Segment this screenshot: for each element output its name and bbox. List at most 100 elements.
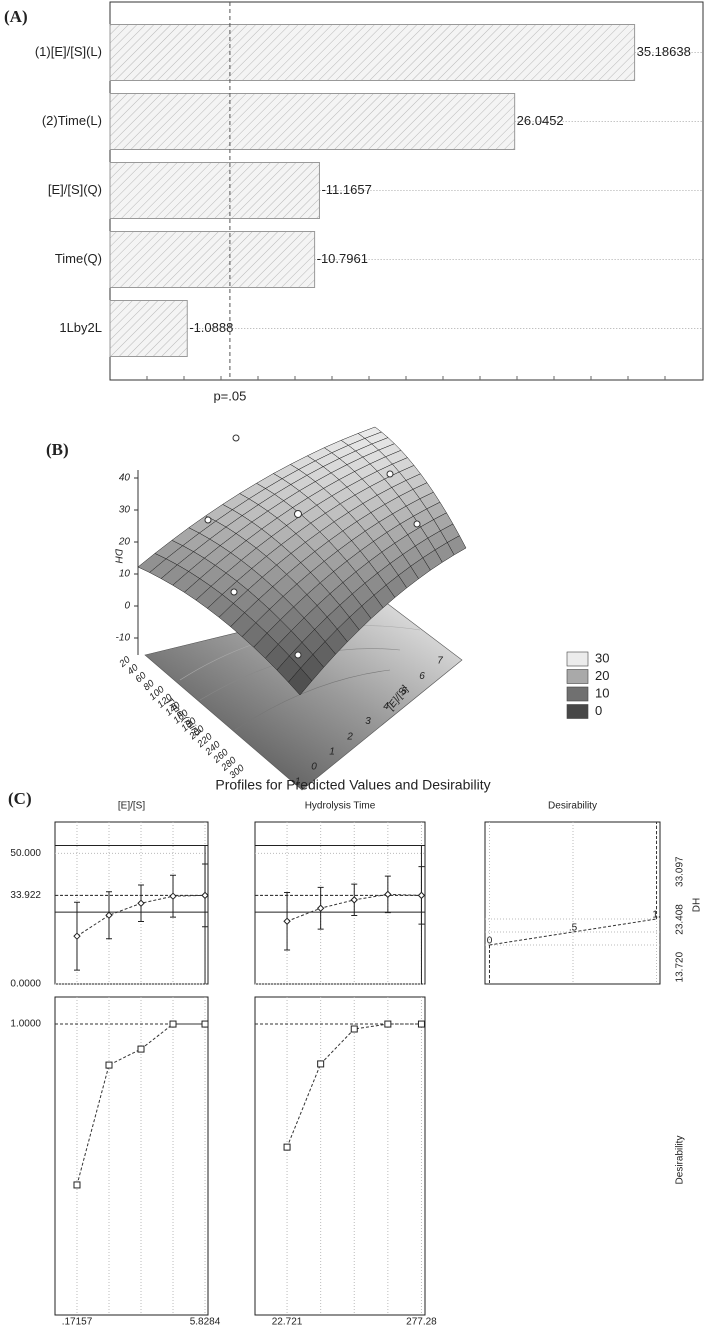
- y-tick-label: 0.0000: [10, 979, 41, 990]
- x-tick-label: 6: [419, 671, 425, 682]
- reference-label: p=.05: [213, 388, 246, 403]
- desirability-function: [489, 918, 657, 946]
- z-tick-label: 20: [118, 537, 131, 548]
- bar: [109, 162, 320, 219]
- x-tick-label: 4: [383, 701, 389, 712]
- x-tick-label: 3: [365, 716, 371, 727]
- desirability-line: [76, 1023, 206, 1186]
- x-tick-label: 5: [401, 686, 407, 697]
- desirability-point: [283, 1143, 291, 1151]
- dh-tick-label: 33.097: [675, 856, 686, 887]
- plot-frame: [54, 821, 209, 985]
- legend-label: 30: [595, 650, 609, 665]
- pareto-chart: (1)[E]/[S](L) 35.18638 (2)Time(L) 26.0452 [E…: [35, 1, 704, 403]
- point: [105, 911, 113, 919]
- point: [316, 904, 325, 912]
- legend-swatch: [566, 669, 589, 684]
- bar: [109, 231, 316, 288]
- z-tick-label: -10: [116, 633, 131, 644]
- x-tick-label: 277.28: [406, 1317, 437, 1328]
- x-tick-label: -1: [292, 777, 301, 788]
- legend-label: 20: [595, 668, 609, 683]
- column-heading: Hydrolysis Time: [305, 801, 376, 812]
- point: [201, 891, 209, 900]
- bar: [109, 24, 636, 81]
- z-tick-label: 30: [119, 505, 131, 516]
- panel-label: (C): [8, 789, 32, 808]
- point: [73, 932, 81, 940]
- z-tick-label: 10: [119, 569, 131, 580]
- x-tick-label: 22.721: [272, 1317, 303, 1328]
- value-label: -1.0888: [189, 320, 233, 335]
- desirability-point: [105, 1061, 113, 1069]
- x-tick-label: 2: [346, 731, 353, 742]
- z-tick-label: 40: [119, 473, 131, 484]
- desirability-point: [169, 1020, 177, 1028]
- panel-label: (A): [4, 7, 28, 26]
- x-tick-label: 5.8284: [190, 1317, 221, 1328]
- category-label: Time(Q): [55, 251, 102, 266]
- column-heading: Desirability: [548, 801, 597, 812]
- contour: [234, 669, 391, 731]
- observation-dot: [386, 470, 394, 478]
- value-label: -10.7961: [317, 251, 368, 266]
- x-tick-label: 1: [329, 746, 335, 757]
- legend-swatch: [566, 686, 589, 702]
- observation-dot: [232, 434, 240, 442]
- plot-frame: [54, 996, 209, 1316]
- point: [283, 917, 291, 925]
- chart-title: Profiles for Predicted Values and Desira…: [215, 777, 490, 793]
- y-tick-label: 50.000: [10, 848, 41, 859]
- value-label: 26.0452: [517, 113, 564, 128]
- legend-label: 0: [595, 703, 602, 718]
- data-label: .5: [569, 923, 578, 934]
- z-axis-label: DH: [112, 549, 123, 564]
- observation-dot: [230, 588, 238, 596]
- surface: [137, 426, 467, 696]
- data-label: 0: [487, 936, 493, 947]
- desirability-axis-label: Desirability: [675, 1136, 686, 1185]
- observation-dot: [294, 651, 302, 659]
- observation-dot: [294, 510, 302, 518]
- desirability-point: [73, 1181, 81, 1189]
- point: [137, 899, 145, 907]
- point: [169, 892, 177, 900]
- profiles-chart: Profiles for Predicted Values and Desira…: [10, 777, 702, 1328]
- surface-cell: [288, 667, 313, 696]
- y-tick-label: 1.0000: [10, 1019, 41, 1030]
- legend-label: 10: [595, 685, 609, 700]
- bar: [109, 93, 516, 150]
- y-tick-label: 33.922: [10, 890, 41, 901]
- column-heading: [E]/[S]: [118, 801, 145, 812]
- category-label: 1Lby2L: [59, 320, 102, 335]
- desirability-point: [317, 1060, 325, 1068]
- dh-tick-label: 23.408: [675, 904, 686, 935]
- x-tick-label: .17157: [62, 1317, 93, 1328]
- value-label: -11.1657: [321, 182, 371, 197]
- category-label: (1)[E]/[S](L): [35, 44, 102, 59]
- observation-dot: [413, 520, 421, 528]
- z-tick-label: 0: [124, 601, 130, 612]
- point: [417, 891, 426, 900]
- desirability-point: [350, 1025, 358, 1033]
- observations: [204, 434, 421, 659]
- desirability-point: [384, 1020, 392, 1028]
- desirability-point: [137, 1045, 145, 1053]
- point: [350, 896, 358, 904]
- dh-axis-label: DH: [692, 898, 703, 912]
- plot-frame: [254, 996, 426, 1316]
- desirability-point: [201, 1020, 209, 1028]
- legend-swatch: [566, 704, 589, 719]
- category-label: [E]/[S](Q): [48, 182, 102, 197]
- observation-dot: [204, 516, 212, 524]
- panel-label: (B): [46, 440, 69, 459]
- value-label: 35.18638: [637, 44, 691, 59]
- data-label: 1.: [652, 910, 660, 921]
- bar: [109, 300, 188, 357]
- legend-swatch: [566, 651, 589, 667]
- x-tick-label: 0: [311, 762, 317, 773]
- point: [384, 890, 392, 899]
- desirability-point: [417, 1020, 425, 1028]
